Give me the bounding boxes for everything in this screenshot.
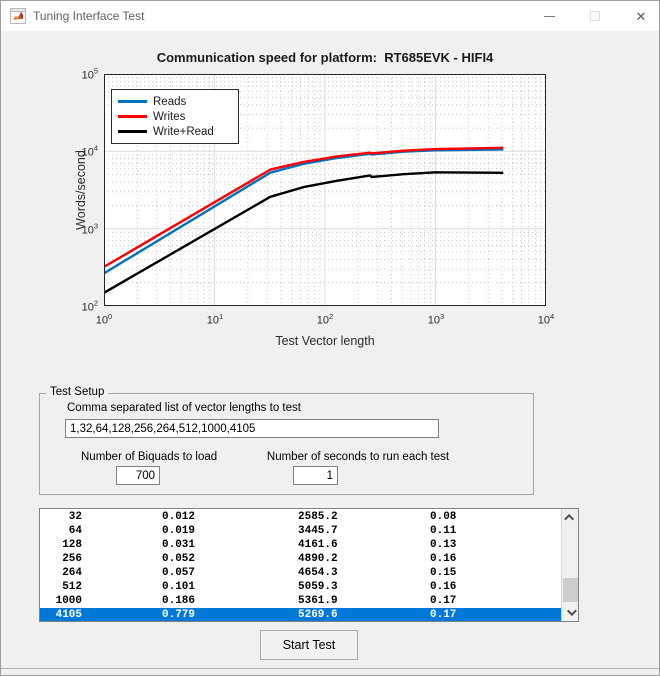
y-axis-label: Words/second xyxy=(73,150,88,230)
list-cell: 5059.3 xyxy=(298,581,338,593)
test-setup-group-label: Test Setup xyxy=(46,386,109,398)
list-cell: 0.16 xyxy=(430,581,457,593)
series-line-writes xyxy=(104,146,504,268)
scrollbar-thumb[interactable] xyxy=(563,578,578,602)
y-tick-label: 104 xyxy=(81,143,98,159)
list-cell: 0.11 xyxy=(430,525,457,537)
matlab-logo-icon xyxy=(10,8,26,24)
seconds-label: Number of seconds to run each test xyxy=(266,451,450,463)
list-cell: 0.186 xyxy=(162,595,196,607)
maximize-icon xyxy=(590,11,600,21)
list-row[interactable]: 32 0.012 2585.2 0.08 xyxy=(40,510,561,524)
list-cell: 0.779 xyxy=(162,609,196,621)
results-listbox[interactable]: 32 0.012 2585.2 0.08 64 0.019 3445.7 0.11 128 0.0… xyxy=(39,508,579,622)
list-row[interactable]: 64 0.019 3445.7 0.11 xyxy=(40,524,561,538)
list-cell: 512 xyxy=(62,581,82,593)
chart-title: Communication speed for platform: RT685E… xyxy=(156,50,494,65)
list-row[interactable]: 264 0.057 4654.3 0.15 xyxy=(40,566,561,580)
list-cell: 4654.3 xyxy=(298,567,338,579)
x-tick-label: 103 xyxy=(427,312,445,327)
y-tick-label: 103 xyxy=(81,221,98,237)
window-title: Tuning Interface Test xyxy=(33,9,145,23)
x-axis-label: Test Vector length xyxy=(275,334,375,348)
biquads-label: Number of Biquads to load xyxy=(81,451,218,463)
scroll-up-button[interactable] xyxy=(562,509,579,526)
list-cell: 5361.9 xyxy=(298,595,338,607)
list-cell: 1000 xyxy=(55,595,82,607)
chevron-up-icon xyxy=(564,513,575,524)
list-cell: 4161.6 xyxy=(298,539,338,551)
legend-label: Write+Read xyxy=(153,125,214,138)
x-tick-label: 102 xyxy=(316,312,334,327)
legend-swatch xyxy=(118,130,147,133)
chevron-down-icon xyxy=(566,606,577,617)
start-test-button[interactable]: Start Test xyxy=(260,630,358,660)
list-cell: 0.17 xyxy=(430,595,457,607)
legend-item-reads: Reads xyxy=(118,94,232,109)
results-rows: 32 0.012 2585.2 0.08 64 0.019 3445.7 0.11 128 0.0… xyxy=(40,509,561,621)
y-tick-label: 102 xyxy=(81,298,98,314)
minimize-icon xyxy=(543,15,555,17)
x-tick-label: 101 xyxy=(206,312,224,327)
y-tick-label: 105 xyxy=(81,66,98,82)
close-button[interactable]: ✕ xyxy=(625,1,657,31)
test-setup-group: Test Setup xyxy=(39,386,534,495)
vector-list-label: Comma separated list of vector lengths t… xyxy=(67,402,301,414)
list-cell: 4890.2 xyxy=(298,553,338,565)
minimize-button[interactable] xyxy=(533,1,565,31)
list-cell: 264 xyxy=(62,567,82,579)
vector-list-input[interactable] xyxy=(65,419,439,438)
list-cell: 64 xyxy=(68,525,82,537)
results-scrollbar[interactable] xyxy=(561,509,578,621)
legend-item-writes: Writes xyxy=(118,109,232,124)
list-cell: 0.052 xyxy=(162,553,196,565)
series-line-reads xyxy=(104,148,504,275)
list-cell: 0.031 xyxy=(162,539,196,551)
list-cell: 0.012 xyxy=(162,511,196,523)
list-cell: 0.057 xyxy=(162,567,196,579)
legend-swatch xyxy=(118,115,147,118)
list-cell: 32 xyxy=(68,511,82,523)
list-cell: 0.13 xyxy=(430,539,457,551)
series-line-write-read xyxy=(104,171,504,294)
list-cell: 256 xyxy=(62,553,82,565)
list-row[interactable]: 1000 0.186 5361.9 0.17 xyxy=(40,594,561,608)
list-row[interactable]: 256 0.052 4890.2 0.16 xyxy=(40,552,561,566)
legend-label: Writes xyxy=(153,110,186,123)
maximize-button[interactable] xyxy=(579,1,611,31)
list-cell: 0.08 xyxy=(430,511,457,523)
chart-legend: Reads Writes Write+Read xyxy=(111,89,239,144)
list-cell: 0.019 xyxy=(162,525,196,537)
list-row[interactable]: 4105 0.779 5269.6 0.17 xyxy=(40,608,561,621)
list-row[interactable]: 512 0.101 5059.3 0.16 xyxy=(40,580,561,594)
list-cell: 0.101 xyxy=(162,581,196,593)
footer-divider xyxy=(1,668,659,669)
seconds-input[interactable] xyxy=(293,466,338,485)
scroll-down-button[interactable] xyxy=(562,604,579,621)
list-cell: 0.15 xyxy=(430,567,457,579)
biquads-input[interactable] xyxy=(116,466,160,485)
legend-item-write-read: Write+Read xyxy=(118,124,232,139)
list-cell: 3445.7 xyxy=(298,525,338,537)
x-tick-label: 104 xyxy=(537,312,555,327)
list-row[interactable]: 128 0.031 4161.6 0.13 xyxy=(40,538,561,552)
list-cell: 0.17 xyxy=(430,609,457,621)
close-icon: ✕ xyxy=(635,8,647,24)
list-cell: 2585.2 xyxy=(298,511,338,523)
title-bar: Tuning Interface Test ✕ xyxy=(1,1,659,31)
legend-label: Reads xyxy=(153,95,187,108)
legend-swatch xyxy=(118,100,147,103)
list-cell: 0.16 xyxy=(430,553,457,565)
list-cell: 5269.6 xyxy=(298,609,338,621)
list-cell: 4105 xyxy=(55,609,82,621)
list-cell: 128 xyxy=(62,539,82,551)
x-tick-label: 100 xyxy=(95,312,113,327)
